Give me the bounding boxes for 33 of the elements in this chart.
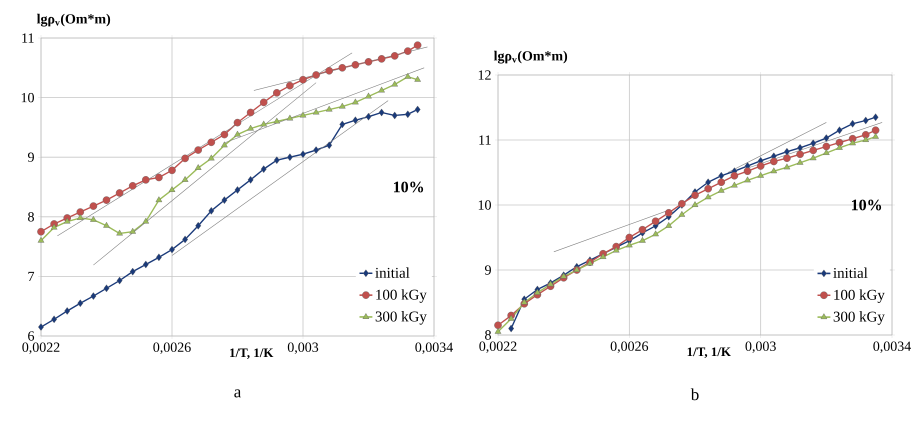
x-tick-label: 0,0034: [415, 342, 453, 354]
y-axis-title: lgρ$_{v}$(Om*m): [36, 14, 110, 27]
annotation: 10%: [852, 200, 882, 210]
y-tick-label: 8: [485, 330, 491, 340]
y-tick-label: 10: [478, 200, 491, 210]
legend-label: 100 kGy: [376, 289, 427, 303]
legend-label: initial: [375, 267, 410, 278]
x-axis-title: 1/T, 1/K: [230, 348, 274, 360]
x-axis-title: 1/T, 1/K: [688, 347, 731, 358]
y-tick-label: 10: [22, 92, 34, 102]
x-tick-label: 0,0022: [22, 342, 60, 354]
x-tick-label: 0,0034: [873, 342, 911, 353]
y-axis-title: lgρ$_{v}$(Om*m): [494, 50, 568, 64]
legend-label: initial: [833, 268, 868, 278]
x-tick-label: 0,003: [746, 342, 776, 353]
y-tick-label: 8: [28, 212, 34, 222]
text: a: [234, 389, 242, 398]
y-tick-label: 11: [479, 135, 491, 145]
x-tick-label: 0,003: [288, 342, 318, 354]
y-tick-label: 7: [28, 272, 34, 281]
x-tick-label: 0,0026: [153, 342, 191, 354]
annotation: 10%: [394, 182, 424, 192]
y-tick-label: 9: [484, 265, 491, 275]
y-tick-label: 11: [22, 33, 34, 43]
x-tick-label: 0,0022: [479, 342, 516, 353]
legend-label: 300 kGy: [376, 311, 427, 325]
y-tick-label: 9: [28, 152, 34, 162]
x-tick-label: 0,0026: [610, 342, 648, 353]
legend-label: 100 kGy: [834, 289, 885, 303]
y-tick-label: 12: [478, 70, 491, 80]
text: b: [690, 388, 699, 400]
legend-label: 300 kGy: [834, 311, 885, 325]
y-tick-label: 6: [28, 331, 34, 341]
